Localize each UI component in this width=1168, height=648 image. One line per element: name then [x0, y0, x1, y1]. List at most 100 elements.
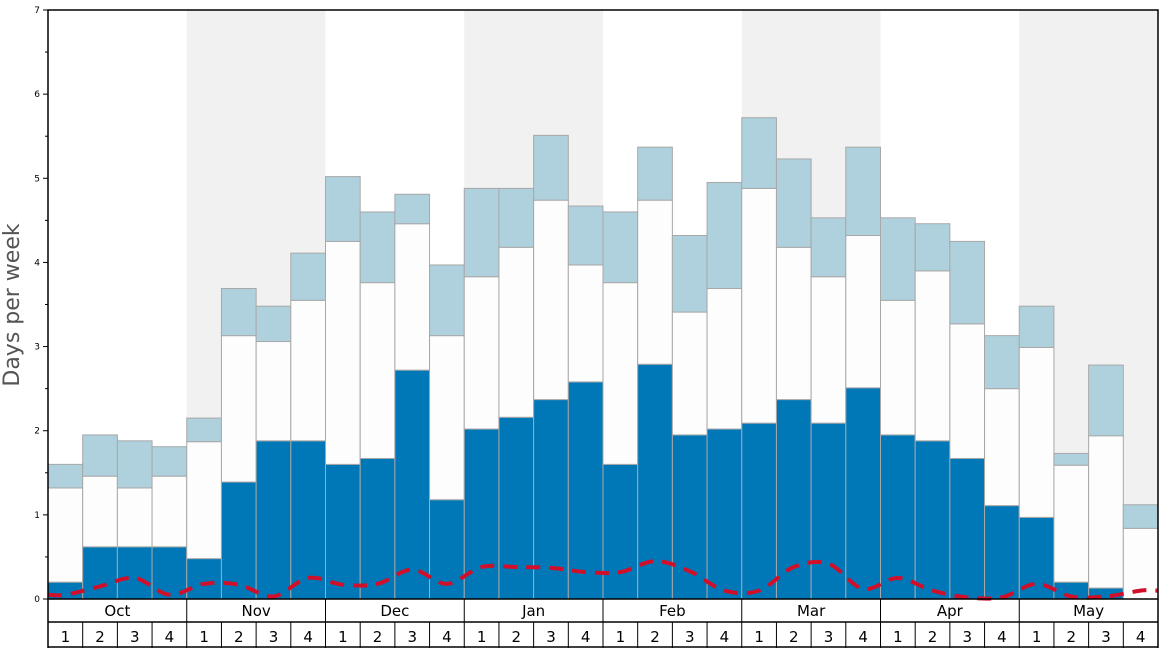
bar-white-4: [151, 475, 188, 548]
bar-light-13: [463, 187, 500, 278]
bar-white-17: [602, 282, 639, 465]
bar-light-27: [949, 240, 986, 325]
week-label-may-4: 4: [1136, 628, 1146, 646]
week-label-feb-3: 3: [685, 628, 695, 646]
bar-light-14: [498, 187, 535, 248]
week-label-mar-3: 3: [824, 628, 834, 646]
bar-dark-9: [325, 463, 361, 600]
month-label-apr: Apr: [937, 602, 964, 620]
bar-white-2: [82, 475, 118, 548]
bar-light-21: [741, 117, 777, 189]
y-tick-label-2: 2: [34, 427, 40, 437]
week-label-oct-2: 2: [95, 628, 105, 646]
month-label-may: May: [1073, 602, 1104, 620]
bar-dark-16: [567, 381, 604, 600]
bar-dark-20: [706, 428, 743, 600]
month-label-feb: Feb: [659, 602, 686, 620]
month-label-jan: Jan: [521, 602, 545, 620]
week-label-nov-1: 1: [199, 628, 209, 646]
bar-white-23: [810, 276, 847, 424]
y-tick-label-4: 4: [34, 258, 40, 268]
week-label-mar-1: 1: [754, 628, 764, 646]
bar-white-28: [984, 388, 1020, 507]
week-label-nov-4: 4: [303, 628, 313, 646]
week-label-oct-3: 3: [130, 628, 140, 646]
bar-white-32: [1122, 527, 1159, 600]
week-label-apr-3: 3: [962, 628, 972, 646]
week-label-may-1: 1: [1032, 628, 1042, 646]
week-label-mar-2: 2: [789, 628, 799, 646]
week-label-jan-1: 1: [477, 628, 487, 646]
bar-light-31: [1088, 364, 1124, 437]
week-label-nov-3: 3: [269, 628, 279, 646]
bar-light-19: [671, 235, 708, 313]
month-label-oct: Oct: [104, 602, 130, 620]
bar-dark-26: [914, 440, 951, 600]
bar-white-31: [1088, 435, 1124, 589]
bar-dark-3: [116, 546, 153, 600]
week-label-dec-1: 1: [338, 628, 348, 646]
bar-dark-7: [255, 440, 292, 600]
bar-dark-8: [290, 440, 326, 600]
bar-light-22: [775, 158, 812, 248]
y-tick-label-6: 6: [34, 90, 40, 100]
bar-light-28: [984, 335, 1020, 390]
bar-light-25: [880, 217, 916, 301]
bar-light-18: [637, 146, 673, 201]
bar-white-19: [671, 311, 708, 436]
bar-white-21: [741, 187, 777, 424]
week-label-apr-4: 4: [997, 628, 1007, 646]
bar-light-30: [1053, 452, 1090, 466]
bar-dark-10: [359, 457, 396, 600]
bar-white-10: [359, 282, 396, 459]
y-tick-label-7: 7: [34, 6, 40, 16]
bar-dark-11: [394, 369, 431, 600]
bar-light-5: [186, 417, 222, 443]
bar-light-11: [394, 193, 431, 225]
bar-light-20: [706, 181, 743, 290]
bar-white-9: [325, 240, 361, 465]
week-label-feb-4: 4: [720, 628, 730, 646]
bar-dark-17: [602, 463, 639, 600]
bar-white-30: [1053, 464, 1090, 583]
bar-light-12: [429, 264, 465, 337]
bar-white-6: [220, 335, 257, 483]
bar-white-7: [255, 341, 292, 442]
bar-white-13: [463, 276, 500, 430]
week-label-oct-1: 1: [61, 628, 71, 646]
bar-light-9: [325, 176, 361, 242]
bar-light-8: [290, 252, 326, 301]
bar-dark-21: [741, 422, 777, 600]
bar-layer: [47, 117, 1159, 600]
axes-layer: 0 1 2 3 4 5 6 7 Oct 1 2 3 4 Nov 1 2 3 4 Dec 1 2 3 4 Jan 1 2 3 4 Feb 1…: [34, 6, 1159, 648]
week-label-dec-4: 4: [442, 628, 452, 646]
bar-dark-24: [845, 387, 881, 600]
bar-light-26: [914, 223, 951, 272]
week-label-may-3: 3: [1101, 628, 1111, 646]
week-label-mar-4: 4: [858, 628, 868, 646]
bar-white-16: [567, 264, 604, 383]
y-axis-label: Days per week: [0, 223, 25, 386]
bar-white-5: [186, 441, 222, 560]
bar-dark-2: [82, 546, 118, 600]
week-label-jan-4: 4: [581, 628, 591, 646]
week-label-nov-2: 2: [234, 628, 244, 646]
week-label-jan-2: 2: [512, 628, 522, 646]
bar-light-15: [533, 134, 569, 201]
bar-white-26: [914, 270, 951, 442]
bar-white-25: [880, 299, 916, 436]
bar-dark-28: [984, 505, 1020, 600]
bar-light-17: [602, 211, 639, 284]
bar-light-32: [1122, 504, 1159, 529]
bar-white-29: [1018, 346, 1055, 518]
bar-white-27: [949, 323, 986, 459]
bar-light-23: [810, 217, 847, 278]
bar-white-22: [775, 246, 812, 401]
bar-white-20: [706, 288, 743, 430]
bar-light-3: [116, 440, 153, 489]
bar-light-24: [845, 146, 881, 237]
bar-light-29: [1018, 305, 1055, 348]
week-label-apr-1: 1: [893, 628, 903, 646]
bar-white-14: [498, 246, 535, 418]
